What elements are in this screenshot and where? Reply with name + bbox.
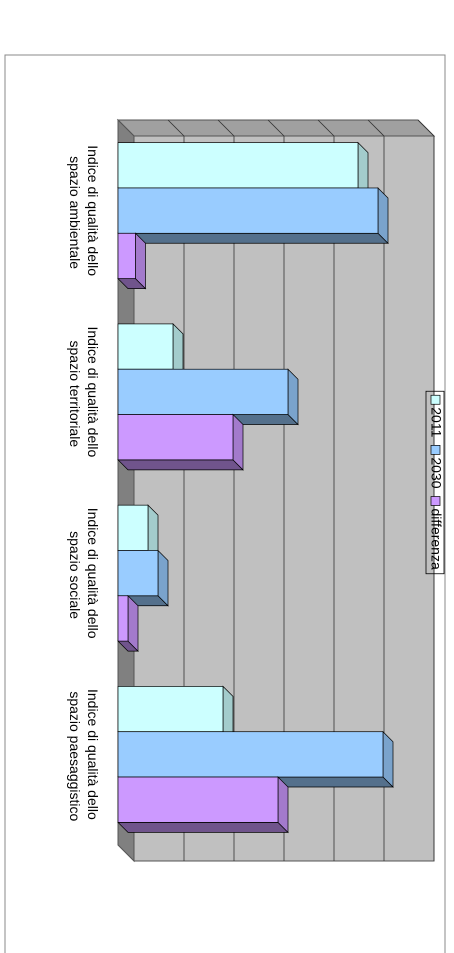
bar-top [157,549,169,607]
bar [117,232,136,279]
x-tick-label: Indice di qualità dello spazio paesaggis… [67,687,101,821]
x-tick-label: Indice di qualità dello spazio sociale [67,508,101,639]
legend-swatch [430,445,441,455]
grid-line [267,119,285,861]
grid-line [167,119,185,861]
bar [117,731,384,778]
bar [117,686,224,733]
bar [117,550,159,597]
bar [117,595,129,642]
legend-swatch [430,496,441,506]
bar-top [377,187,389,245]
bar [117,776,279,823]
bar [117,323,174,370]
bar [117,187,379,234]
legend-label: 2011 [428,407,444,437]
bar-top [135,232,146,290]
grid-line [417,119,435,861]
bar-top [277,776,289,834]
legend-box [425,390,445,575]
grid-line [367,119,385,861]
bar [117,368,289,415]
bar-side [117,459,244,471]
bar [117,414,234,461]
bar-top [287,368,299,426]
grid-line [317,119,335,861]
bar-top [232,413,244,471]
bar-side [117,232,389,244]
legend-label: differenza [428,509,444,570]
legend: 2011 2030 differenza [425,390,445,575]
rotated-chart: Indice di qualità dello spazio ambiental… [4,54,446,953]
legend-swatch [430,394,441,405]
legend-label: 2030 [428,457,444,488]
x-tick-label: Indice di qualità dello spazio territori… [67,326,101,457]
grid-line [217,119,235,861]
bar [117,142,359,189]
x-tick-label: Indice di qualità dello spazio ambiental… [67,145,101,276]
bar-top [127,594,139,652]
bar-top [382,730,394,788]
bar [117,504,149,551]
bar-side [117,821,289,833]
